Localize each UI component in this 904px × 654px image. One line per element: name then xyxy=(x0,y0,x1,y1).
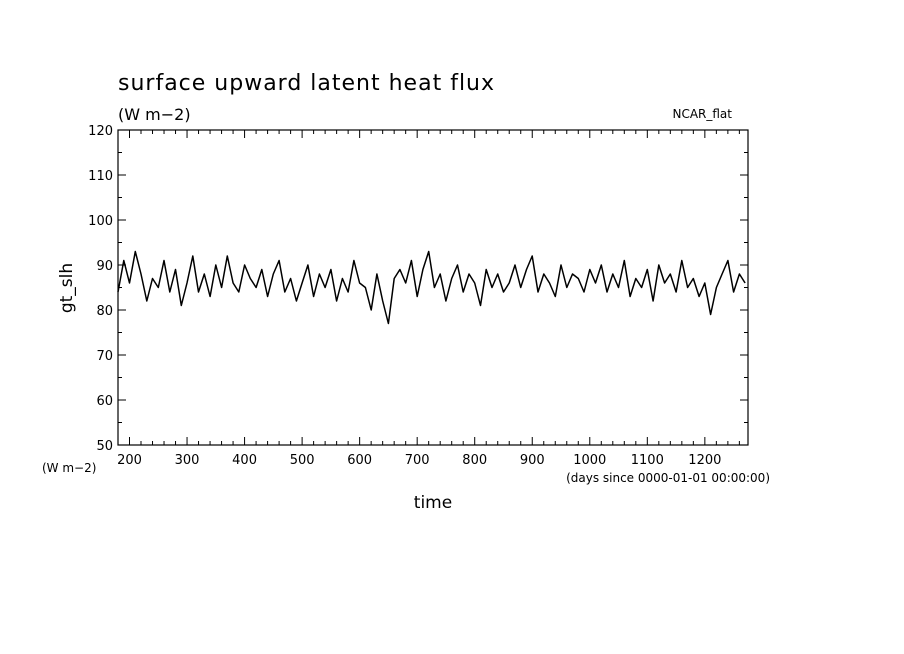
x-tick-label: 1200 xyxy=(688,453,721,468)
y-tick-label: 50 xyxy=(96,439,113,454)
plot-frame xyxy=(117,129,749,446)
model-label: NCAR_flat xyxy=(672,107,732,121)
x-tick-labels: 200 300 400 500 600 700 800 900 1000 1100 1200 xyxy=(117,453,721,468)
y-tick-label: 110 xyxy=(88,169,113,184)
x-tick-label: 300 xyxy=(175,453,200,468)
y-tick-labels: 50 60 70 80 90 100 110 120 xyxy=(88,124,113,454)
x-axis-label: time xyxy=(414,493,452,513)
x-tick-label: 1000 xyxy=(573,453,606,468)
y-tick-label: 90 xyxy=(96,259,113,274)
y-tick-label: 60 xyxy=(96,394,113,409)
x-tick-label: 800 xyxy=(462,453,487,468)
x-tick-label: 900 xyxy=(520,453,545,468)
y-axis-units: (W m−2) xyxy=(42,461,96,475)
y-tick-label: 120 xyxy=(88,124,113,139)
x-tick-label: 1100 xyxy=(631,453,664,468)
y-tick-label: 100 xyxy=(88,214,113,229)
x-tick-label: 200 xyxy=(117,453,142,468)
x-tick-label: 700 xyxy=(405,453,430,468)
y-tick-label: 70 xyxy=(96,349,113,364)
chart-title: surface upward latent heat flux xyxy=(118,71,495,96)
y-axis-label: gt_slh xyxy=(57,263,77,313)
x-tick-label: 500 xyxy=(290,453,315,468)
axis-ticks xyxy=(118,129,748,446)
x-axis-units: (days since 0000-01-01 00:00:00) xyxy=(566,471,770,485)
series-line xyxy=(117,250,746,325)
chart-subtitle-units: (W m−2) xyxy=(118,105,191,124)
series-group xyxy=(117,250,746,325)
y-tick-label: 80 xyxy=(96,304,113,319)
x-tick-label: 600 xyxy=(347,453,372,468)
x-tick-label: 400 xyxy=(232,453,257,468)
